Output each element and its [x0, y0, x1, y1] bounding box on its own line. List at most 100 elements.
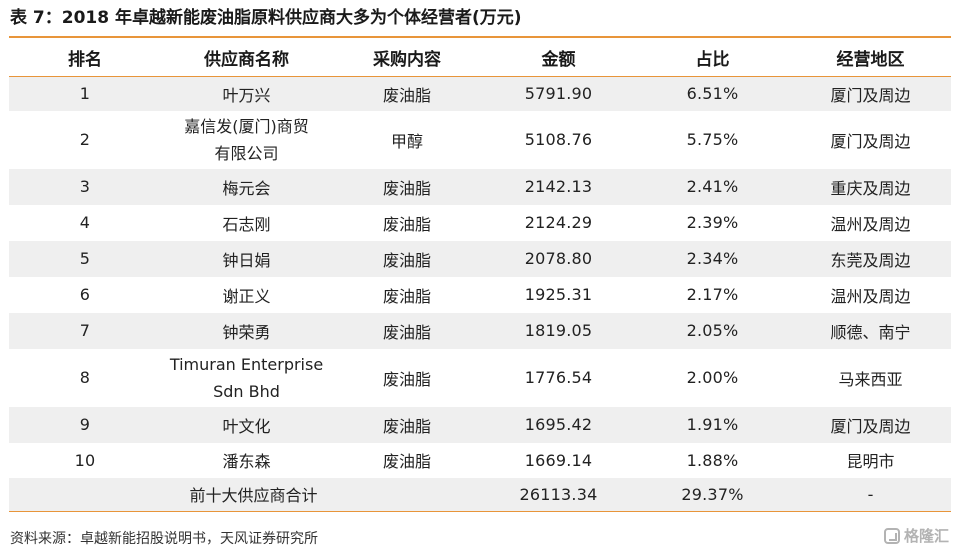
cell-supplier: Timuran Enterprise Sdn Bhd [161, 349, 332, 407]
cell-share: 6.51% [635, 76, 790, 111]
cell-rank: 1 [9, 76, 161, 111]
header-share: 占比 [635, 38, 790, 77]
cell-supplier: 钟荣勇 [161, 312, 332, 349]
cell-rank: 7 [9, 312, 161, 349]
cell-supplier: 梅元会 [161, 168, 332, 205]
supplier-name-line: 有限公司 [214, 143, 279, 163]
total-share: 29.37% [635, 477, 790, 512]
table-row: 8 Timuran Enterprise Sdn Bhd 废油脂 1776.54 2.00… [9, 349, 951, 407]
cell-share: 5.75% [686, 130, 739, 149]
cell-purchase: 废油脂 [382, 214, 431, 234]
cell-supplier: 谢正义 [161, 277, 332, 313]
table-row: 4 石志刚 废油脂 2124.29 2.39% 温州及周边 [9, 205, 951, 241]
supplier-table: 排名 供应商名称 采购内容 金额 占比 经营地区 1 叶万兴 废油脂 5791.90 6… [9, 38, 951, 512]
header-row: 排名 供应商名称 采购内容 金额 占比 经营地区 [9, 38, 951, 77]
supplier-name-line: 潘东森 [222, 452, 271, 471]
cell-purchase: 废油脂 [332, 168, 482, 205]
cell-supplier: 叶文化 [161, 406, 332, 443]
cell-share: 1.88% [686, 450, 739, 470]
cell-supplier: 嘉信发(厦门)商贸 有限公司 [161, 111, 332, 169]
cell-purchase: 废油脂 [332, 240, 482, 277]
cell-share: 2.39% [686, 213, 739, 232]
cell-supplier: 叶万兴 [161, 76, 332, 111]
cell-rank: 4 [79, 213, 91, 232]
cell-share: 2.17% [686, 285, 739, 304]
supplier-name-line: 钟荣勇 [222, 322, 271, 342]
cell-purchase: 废油脂 [332, 76, 482, 111]
total-label: 前十大供应商合计 [9, 477, 482, 512]
cell-supplier: 钟日娟 [161, 240, 332, 277]
cell-rank: 8 [79, 368, 91, 387]
cell-amount: 2078.80 [482, 240, 635, 277]
cell-share: 2.00% [686, 368, 739, 387]
cell-amount: 2142.13 [482, 168, 635, 205]
table-row: 7 钟荣勇 废油脂 1819.05 2.05% 顺德、南宁 [9, 312, 951, 349]
cell-purchase: 废油脂 [382, 286, 431, 306]
cell-share: 1.91% [635, 406, 790, 443]
cell-region: 温州及周边 [830, 286, 911, 306]
supplier-name-line: 谢正义 [222, 286, 271, 306]
supplier-name-line: 叶文化 [222, 416, 271, 436]
cell-amount: 1695.42 [482, 406, 635, 443]
table-row: 6 谢正义 废油脂 1925.31 2.17% 温州及周边 [9, 277, 951, 313]
supplier-name-line: Sdn Bhd [213, 381, 280, 401]
cell-rank: 5 [9, 240, 161, 277]
supplier-name-line: 石志刚 [222, 214, 271, 234]
table-row: 9 叶文化 废油脂 1695.42 1.91% 厦门及周边 [9, 406, 951, 443]
watermark-icon [883, 527, 900, 544]
supplier-name-line: Timuran Enterprise [169, 354, 324, 374]
table-row: 1 叶万兴 废油脂 5791.90 6.51% 厦门及周边 [9, 76, 951, 111]
cell-amount: 1925.31 [524, 285, 593, 304]
header-rank: 排名 [9, 38, 161, 77]
cell-region: 马来西亚 [838, 369, 903, 389]
cell-rank: 2 [79, 130, 91, 149]
table-row: 10 潘东森 废油脂 1669.14 1.88% 昆明市 [9, 443, 951, 478]
cell-amount: 5791.90 [482, 76, 635, 111]
header-purchase: 采购内容 [332, 38, 482, 77]
supplier-name-line: 叶万兴 [222, 85, 271, 105]
cell-region: 重庆及周边 [790, 168, 951, 205]
cell-region: 顺德、南宁 [790, 312, 951, 349]
watermark-text: 格隆汇 [903, 527, 949, 545]
header-region: 经营地区 [790, 38, 951, 77]
cell-share: 2.05% [635, 312, 790, 349]
table-row: 3 梅元会 废油脂 2142.13 2.41% 重庆及周边 [9, 168, 951, 205]
cell-amount: 1776.54 [524, 368, 593, 387]
cell-amount: 1669.14 [524, 450, 593, 470]
cell-supplier: 石志刚 [161, 205, 332, 241]
total-row: 前十大供应商合计 26113.34 29.37% - [9, 477, 951, 512]
header-supplier: 供应商名称 [161, 38, 332, 77]
supplier-name-line: 嘉信发(厦门)商贸 [184, 116, 309, 136]
cell-purchase: 废油脂 [332, 312, 482, 349]
cell-rank: 3 [9, 168, 161, 205]
title-divider [9, 36, 951, 38]
supplier-name-line: 梅元会 [222, 178, 271, 198]
cell-rank: 9 [9, 406, 161, 443]
cell-region: 厦门及周边 [790, 406, 951, 443]
supplier-name-line: 钟日娟 [222, 250, 271, 270]
cell-rank: 6 [79, 285, 91, 304]
cell-share: 2.34% [635, 240, 790, 277]
cell-amount: 1819.05 [482, 312, 635, 349]
cell-region: 昆明市 [846, 452, 895, 471]
total-region: - [790, 477, 951, 512]
cell-purchase: 废油脂 [332, 406, 482, 443]
cell-purchase: 废油脂 [382, 369, 431, 389]
cell-region: 厦门及周边 [830, 131, 911, 151]
table-row: 2 嘉信发(厦门)商贸 有限公司 甲醇 5108.76 5.75% 厦门及周边 [9, 111, 951, 169]
cell-share: 2.41% [635, 168, 790, 205]
cell-purchase: 甲醇 [390, 131, 423, 151]
cell-purchase: 废油脂 [382, 452, 431, 471]
cell-region: 厦门及周边 [790, 76, 951, 111]
cell-supplier: 潘东森 [161, 443, 332, 478]
cell-amount: 2124.29 [524, 213, 593, 232]
cell-region: 温州及周边 [830, 214, 911, 234]
total-amount: 26113.34 [482, 477, 635, 512]
table-row: 5 钟日娟 废油脂 2078.80 2.34% 东莞及周边 [9, 240, 951, 277]
table-title: 表 7：2018 年卓越新能废油脂原料供应商大多为个体经营者(万元) [10, 8, 522, 28]
cell-rank: 10 [74, 450, 96, 470]
watermark-logo: 格隆汇 [883, 525, 949, 546]
cell-amount: 5108.76 [524, 130, 593, 149]
source-note: 资料来源：卓越新能招股说明书，天风证券研究所 [10, 531, 318, 547]
cell-region: 东莞及周边 [790, 240, 951, 277]
